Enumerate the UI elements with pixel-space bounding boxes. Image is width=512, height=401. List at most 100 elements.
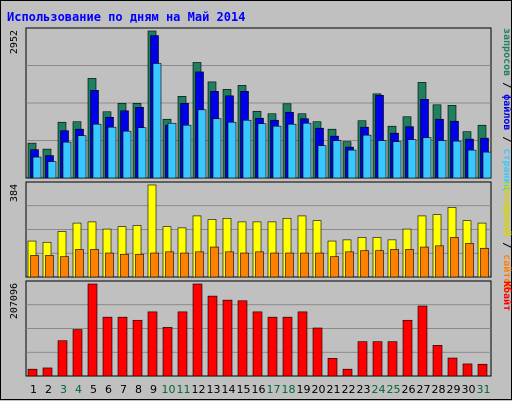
day-label-20: 20: [312, 383, 326, 396]
bar-kbytes-day-13: [207, 295, 218, 377]
bar-kbytes-day-11: [177, 311, 188, 377]
bar-pages-day-30: [467, 149, 477, 179]
bar-sites-day-16: [255, 251, 264, 278]
day-label-1: 1: [30, 383, 37, 396]
bar-sites-day-7: [120, 253, 129, 278]
bar-kbytes-day-2: [42, 367, 53, 377]
right-label-part: /: [501, 130, 512, 148]
bar-kbytes-day-31: [477, 363, 488, 377]
day-label-8: 8: [135, 383, 142, 396]
bar-pages-day-18: [287, 123, 297, 179]
right-label-hits: запросов / файлов / страниц: [501, 28, 512, 191]
day-label-10: 10: [162, 383, 176, 396]
day-label-21: 21: [327, 383, 341, 396]
bar-pages-day-5: [92, 123, 102, 179]
bar-kbytes-day-3: [57, 340, 68, 377]
bar-pages-day-7: [122, 130, 132, 179]
bar-pages-day-26: [407, 139, 417, 179]
bar-kbytes-day-21: [327, 358, 338, 377]
bar-kbytes-day-18: [282, 316, 293, 377]
bar-pages-day-4: [77, 135, 87, 179]
bar-kbytes-day-6: [102, 316, 113, 377]
bar-kbytes-day-19: [297, 311, 308, 377]
bar-pages-day-17: [272, 125, 282, 179]
right-label-part: файлов: [501, 94, 512, 130]
day-label-27: 27: [417, 383, 431, 396]
bar-pages-day-14: [227, 121, 237, 179]
bar-sites-day-23: [360, 250, 369, 278]
bar-sites-day-4: [75, 249, 84, 278]
day-label-12: 12: [192, 383, 206, 396]
bar-pages-day-13: [212, 118, 222, 179]
bar-sites-day-13: [210, 246, 219, 278]
bar-kbytes-day-15: [237, 300, 248, 377]
bar-sites-day-11: [180, 252, 189, 278]
bar-sites-day-22: [345, 251, 354, 278]
right-label-part: посещений: [501, 182, 512, 236]
day-label-15: 15: [237, 383, 251, 396]
ymax-label-hits: 2952: [9, 30, 20, 54]
day-label-22: 22: [342, 383, 356, 396]
bar-sites-day-20: [315, 252, 324, 278]
bar-pages-day-12: [197, 109, 207, 179]
bar-pages-day-6: [107, 126, 117, 179]
bar-sites-day-28: [435, 245, 444, 278]
day-label-14: 14: [222, 383, 236, 396]
bar-pages-day-9: [152, 63, 162, 179]
bar-pages-day-10: [167, 122, 177, 179]
bar-kbytes-day-22: [342, 368, 353, 377]
bar-sites-day-12: [195, 251, 204, 278]
bar-kbytes-day-8: [132, 319, 143, 377]
bar-kbytes-day-9: [147, 311, 158, 377]
bar-sites-day-26: [405, 249, 414, 278]
bar-pages-day-22: [347, 149, 357, 179]
bar-kbytes-day-4: [72, 329, 83, 377]
day-label-7: 7: [120, 383, 127, 396]
bar-pages-day-20: [317, 145, 327, 179]
bar-sites-day-8: [135, 253, 144, 278]
bar-sites-day-10: [165, 251, 174, 278]
bar-pages-day-1: [32, 156, 42, 179]
right-label-visits: посещений / сайтов: [501, 182, 512, 290]
day-label-5: 5: [90, 383, 97, 396]
bar-pages-day-31: [482, 151, 492, 179]
bar-kbytes-day-14: [222, 299, 233, 377]
day-label-30: 30: [462, 383, 476, 396]
panel-hits: 2952 запросов / файлов / страниц: [9, 27, 512, 191]
bar-pages-day-15: [242, 119, 252, 179]
bar-pages-day-25: [392, 141, 402, 179]
day-label-28: 28: [432, 383, 446, 396]
right-label-part: /: [501, 76, 512, 94]
right-label-part: Кбайт: [501, 281, 512, 311]
day-label-25: 25: [387, 383, 401, 396]
bar-pages-day-27: [422, 137, 432, 179]
chart-title: Использование по дням на Май 2014: [7, 10, 245, 24]
bar-sites-day-5: [90, 249, 99, 278]
bar-sites-day-21: [330, 256, 339, 278]
bar-kbytes-day-24: [372, 341, 383, 377]
day-label-3: 3: [60, 383, 67, 396]
ymax-label-visits: 384: [9, 184, 20, 202]
bar-sites-day-9: [150, 252, 159, 278]
bar-sites-day-6: [105, 252, 114, 278]
bar-sites-day-30: [465, 243, 474, 278]
day-label-26: 26: [402, 383, 416, 396]
day-labels: 1 2 3 4 5 6 7 8 9 10 11 12 13 14 15 16 17 18 19 20 21 22 23 24 2…: [30, 383, 491, 396]
panel-kbytes: 207096 Кбайт: [9, 280, 512, 377]
bar-kbytes-day-27: [417, 305, 428, 377]
day-label-11: 11: [177, 383, 191, 396]
bar-sites-day-27: [420, 246, 429, 278]
bar-pages-day-28: [437, 140, 447, 179]
day-label-9: 9: [150, 383, 157, 396]
bar-kbytes-day-23: [357, 341, 368, 377]
day-label-13: 13: [207, 383, 221, 396]
bar-pages-day-11: [182, 124, 192, 179]
ymax-label-kbytes: 207096: [9, 283, 20, 319]
right-label-part: /: [501, 236, 512, 254]
bar-kbytes-day-29: [447, 357, 458, 377]
day-label-23: 23: [357, 383, 371, 396]
day-label-24: 24: [372, 383, 386, 396]
panel-visits: 384 посещений / сайтов: [9, 181, 512, 290]
bar-kbytes-day-12: [192, 283, 203, 377]
